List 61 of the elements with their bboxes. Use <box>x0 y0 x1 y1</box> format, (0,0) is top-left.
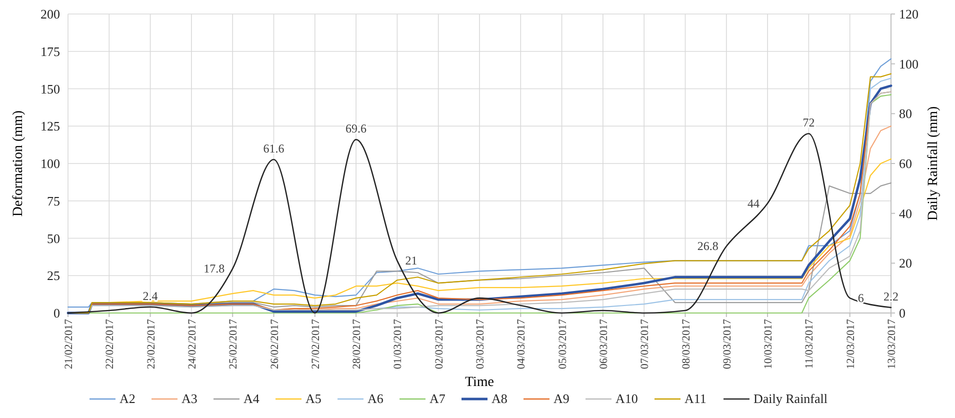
data-label: 26.8 <box>697 239 718 254</box>
y-tick-label: 100 <box>40 156 60 172</box>
x-tick-label: 01/03/2017 <box>392 318 404 370</box>
y-axis-title: Deformation (mm) <box>11 110 26 217</box>
data-label: 72 <box>802 116 815 130</box>
x-tick-label: 03/03/2017 <box>474 318 486 370</box>
y2-tick-label: 40 <box>899 206 912 221</box>
y-tick-label: 50 <box>47 230 60 246</box>
legend-label: A8 <box>492 391 508 406</box>
y-tick-label: 0 <box>54 306 60 321</box>
x-tick-label: 07/03/2017 <box>639 318 652 370</box>
x-tick-label: 12/03/2017 <box>844 318 857 370</box>
legend-label: A2 <box>120 391 136 406</box>
y2-tick-label: 0 <box>899 306 906 321</box>
x-tick-label: 24/02/2017 <box>186 318 198 370</box>
legend-label: Daily Rainfall <box>754 391 828 406</box>
data-label: 61.6 <box>263 142 284 156</box>
data-label: 2.4 <box>142 289 158 304</box>
legend-label: A3 <box>182 391 198 406</box>
y2-tick-label: 20 <box>899 256 912 271</box>
y2-axis-title: Daily Rainfall (mm) <box>926 106 941 221</box>
y-tick-label: 25 <box>47 268 60 284</box>
legend-label: A9 <box>554 391 570 406</box>
legend-label: A6 <box>368 391 384 406</box>
y2-tick-label: 120 <box>899 6 918 22</box>
x-tick-label: 13/03/2017 <box>886 318 898 370</box>
y-tick-label: 175 <box>40 44 60 59</box>
legend-label: A7 <box>430 391 446 406</box>
y2-tick-label: 60 <box>899 156 912 172</box>
legend-label: A10 <box>616 391 638 406</box>
x-tick-label: 27/02/2017 <box>310 318 322 370</box>
x-tick-label: 26/02/2017 <box>268 318 281 370</box>
data-label: 21 <box>405 254 418 268</box>
y-tick-label: 200 <box>40 6 60 22</box>
x-tick-label: 21/02/2017 <box>63 318 75 370</box>
y2-tick-label: 80 <box>899 106 912 122</box>
legend-label: A4 <box>244 391 260 406</box>
x-tick-label: 10/03/2017 <box>762 318 775 370</box>
x-tick-label: 25/02/2017 <box>228 318 240 370</box>
x-tick-label: 09/03/2017 <box>721 318 734 370</box>
y-tick-label: 125 <box>40 118 60 134</box>
legend-label: A11 <box>684 391 706 406</box>
data-label: 44 <box>748 196 760 210</box>
x-tick-label: 23/02/2017 <box>145 318 158 370</box>
x-tick-label: 06/03/2017 <box>598 318 610 370</box>
data-label: 69.6 <box>346 122 367 136</box>
y-tick-label: 150 <box>40 81 60 96</box>
x-tick-label: 11/03/2017 <box>804 318 816 369</box>
data-label: 17.8 <box>204 262 225 276</box>
x-axis-title: Time <box>464 375 494 390</box>
data-label: 2.2 <box>884 290 898 304</box>
x-tick-label: 05/03/2017 <box>556 318 569 370</box>
x-tick-label: 22/02/2017 <box>104 318 116 370</box>
x-tick-label: 08/03/2017 <box>680 318 692 370</box>
x-tick-label: 28/02/2017 <box>351 318 364 370</box>
y2-tick-label: 100 <box>899 56 918 72</box>
x-tick-label: 04/03/2017 <box>516 318 528 370</box>
legend-label: A5 <box>306 391 322 406</box>
x-tick-label: 02/03/2017 <box>433 318 446 370</box>
y-tick-label: 75 <box>47 193 60 208</box>
data-label: 6 <box>858 291 864 306</box>
